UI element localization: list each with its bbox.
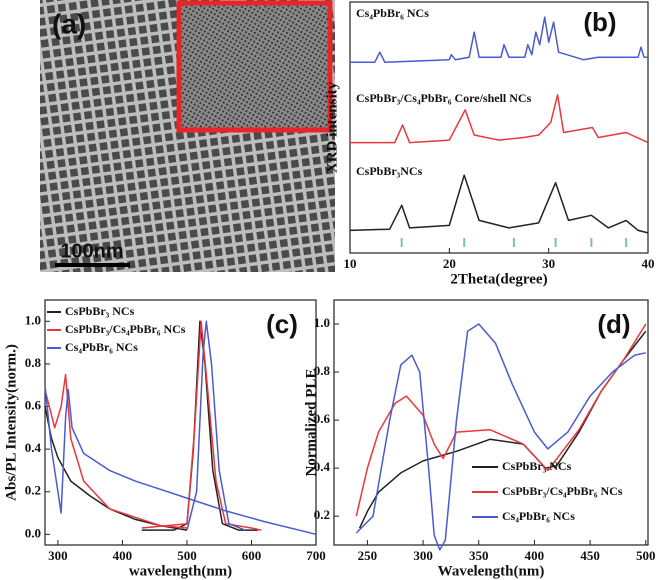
- y-tick-label: 0.4: [314, 459, 331, 474]
- plot-frame: [333, 299, 649, 546]
- x-tick-label: 30: [542, 256, 555, 271]
- panel-label: (c): [266, 309, 298, 339]
- y-tick-label: 0.4: [25, 440, 42, 455]
- y-axis-label: Abs/PL Intensity(norm.): [3, 344, 19, 501]
- y-tick-label: 0.6: [314, 411, 331, 426]
- chart-panel: 10 20 30 40 2Theta(degree) XRD intensity (b) Cs…: [324, 1, 655, 287]
- x-tick-label: 600: [242, 548, 262, 563]
- series-line: [355, 323, 647, 517]
- chart-panel: 300 400 500 600 700 0.0 0.2 0.4 0.6 0.8 1.0 wavelen…: [3, 299, 326, 579]
- chart-panel: 250 300 350 400 450 500 0.2 0.4 0.6 0.8 1.0 Wavelen…: [303, 299, 656, 579]
- x-tick-label: 250: [358, 548, 378, 563]
- x-tick-label: 700: [306, 548, 326, 563]
- x-tick-label: 10: [344, 256, 357, 271]
- legend-label: CsPbBr₃ NCs: [65, 304, 135, 318]
- x-axis-label: wavelength(nm): [129, 563, 232, 579]
- series-line: [355, 323, 646, 551]
- y-tick-label: 1.0: [314, 315, 330, 330]
- panel-label: (a): [52, 8, 86, 39]
- y-tick-label: 0.8: [314, 363, 331, 378]
- x-tick-label: 350: [469, 548, 489, 563]
- series-line: [44, 320, 262, 531]
- x-tick-label: 450: [580, 548, 600, 563]
- legend-label: CsPbBr₃/Cs₄PbBr₆ NCs: [65, 322, 186, 336]
- x-tick-label: 400: [113, 548, 133, 563]
- x-tick-label: 400: [525, 548, 545, 563]
- series-line: [44, 320, 317, 536]
- x-tick-label: 500: [636, 548, 656, 563]
- y-tick-label: 0.0: [25, 525, 41, 540]
- legend-label: Cs₄PbBr₆ NCs: [65, 340, 138, 354]
- tem-image: (a) 100nm: [40, 0, 335, 272]
- legend-label: CsPbBr₃/Cs₄PbBr₆ NCs: [502, 484, 623, 498]
- legend-label: CsPbBr₃ NCs: [502, 459, 572, 473]
- x-tick-label: 300: [413, 548, 433, 563]
- series-label: Cs₄PbBr₆ NCs: [356, 6, 429, 20]
- panel-label: (d): [597, 309, 630, 339]
- x-axis-label: Wavelength(nm): [438, 563, 545, 579]
- x-tick-label: 300: [48, 548, 68, 563]
- y-tick-label: 0.2: [314, 507, 330, 522]
- series-line: [350, 94, 649, 144]
- y-axis-label: XRD intensity: [324, 81, 340, 173]
- series-label: CsPbBr₃/Cs₄PbBr₆ Core/shell NCs: [356, 91, 532, 105]
- hrtem-inset: [176, 0, 333, 133]
- series-line: [350, 16, 648, 63]
- x-axis-label: 2Theta(degree): [450, 271, 547, 287]
- plot-frame: [349, 1, 649, 254]
- legend-label: Cs₄PbBr₆ NCs: [502, 509, 575, 523]
- y-tick-label: 0.6: [25, 398, 42, 413]
- scale-bar-label: 100nm: [60, 240, 123, 262]
- y-tick-label: 0.8: [25, 355, 42, 370]
- panel-label: (b): [583, 7, 616, 37]
- y-tick-label: 0.2: [25, 483, 41, 498]
- x-tick-label: 20: [443, 256, 456, 271]
- plot-frame: [44, 299, 317, 546]
- x-tick-label: 40: [642, 256, 655, 271]
- y-tick-label: 1.0: [25, 312, 41, 327]
- x-tick-label: 500: [177, 548, 197, 563]
- series-label: CsPbBr₃NCs: [356, 164, 423, 178]
- series-line: [349, 174, 649, 234]
- y-axis-label: Normalized PLE: [303, 369, 319, 477]
